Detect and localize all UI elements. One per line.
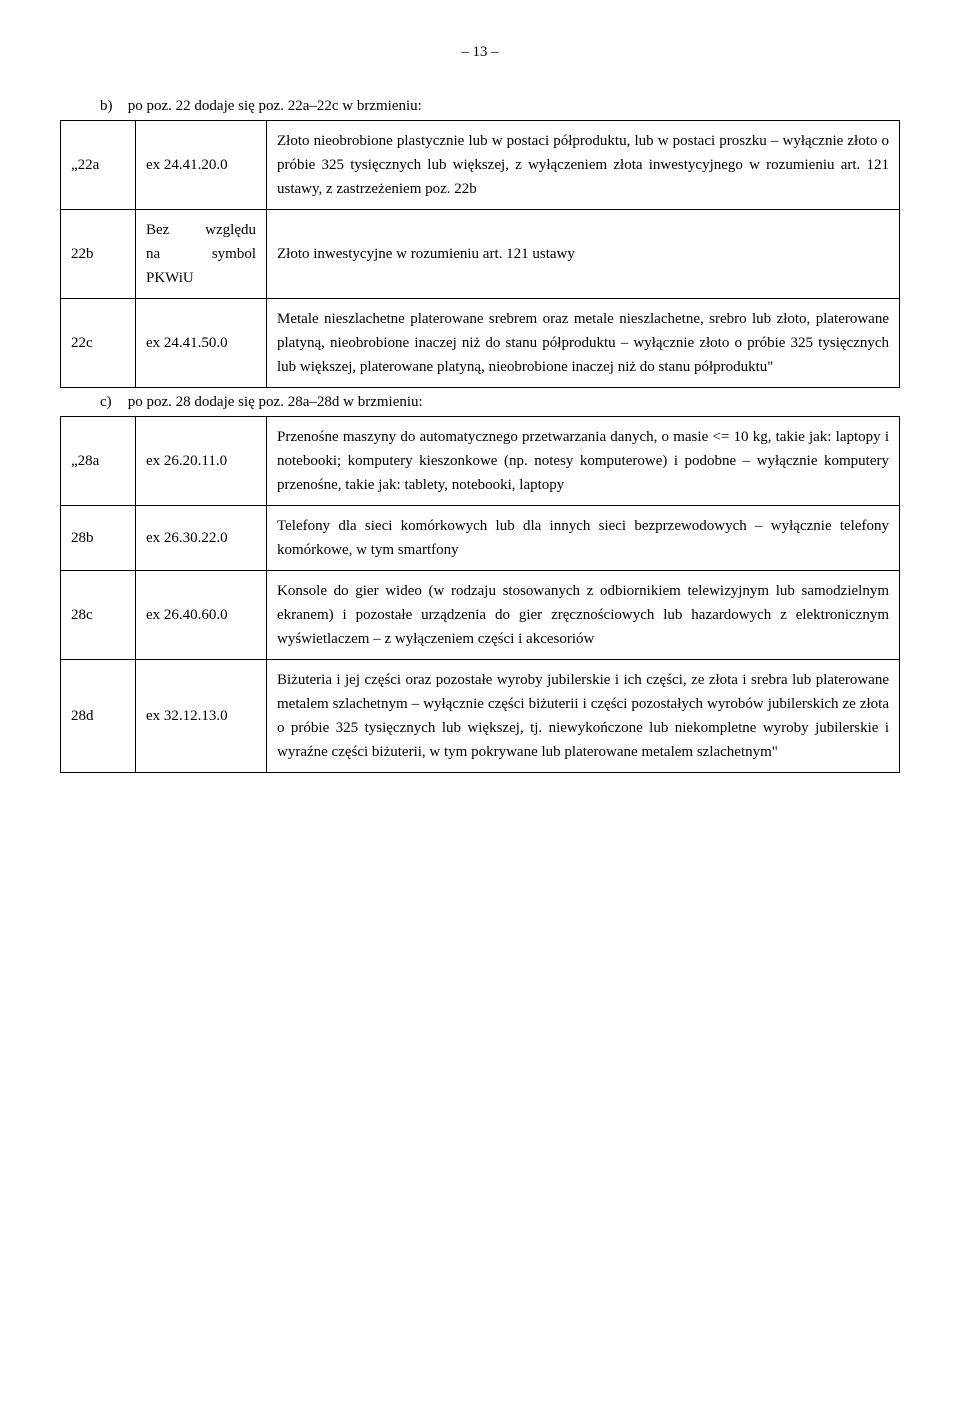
section-b-text: po poz. 22 dodaje się poz. 22a–22c w brz… [128, 98, 422, 114]
table-row: 28d ex 32.12.13.0 Biżuteria i jej części… [61, 660, 900, 773]
cell-desc: Złoto nieobrobione plastycznie lub w pos… [267, 121, 900, 210]
table-row: 28b ex 26.30.22.0 Telefony dla sieci kom… [61, 506, 900, 571]
table-row: 22c ex 24.41.50.0 Metale nieszlachetne p… [61, 299, 900, 388]
cell-desc: Biżuteria i jej części oraz pozostałe wy… [267, 660, 900, 773]
cell-code: „22a [61, 121, 136, 210]
ex-line2-word2: symbol [212, 242, 256, 266]
ex-line1-word1: Bez [146, 218, 169, 242]
cell-code: 22c [61, 299, 136, 388]
cell-ex: Bez względu na symbol PKWiU [136, 210, 267, 299]
cell-code: 28c [61, 571, 136, 660]
page-number: – 13 – [60, 40, 900, 64]
ex-line1-word2: względu [205, 218, 256, 242]
cell-code: 28d [61, 660, 136, 773]
table-row: 22b Bez względu na symbol PKWiU Złoto in… [61, 210, 900, 299]
cell-ex: ex 24.41.50.0 [136, 299, 267, 388]
section-c-intro: c) po poz. 28 dodaje się poz. 28a–28d w … [100, 390, 900, 414]
cell-desc: Przenośne maszyny do automatycznego prze… [267, 417, 900, 506]
table-row: „22a ex 24.41.20.0 Złoto nieobrobione pl… [61, 121, 900, 210]
section-b-label: b) [100, 94, 124, 118]
ex-line2-word1: na [146, 242, 160, 266]
cell-ex: ex 24.41.20.0 [136, 121, 267, 210]
cell-desc: Metale nieszlachetne platerowane srebrem… [267, 299, 900, 388]
cell-desc: Telefony dla sieci komórkowych lub dla i… [267, 506, 900, 571]
table-2: „28a ex 26.20.11.0 Przenośne maszyny do … [60, 416, 900, 773]
cell-desc: Złoto inwestycyjne w rozumieniu art. 121… [267, 210, 900, 299]
ex-line3: PKWiU [146, 266, 256, 290]
section-c-label: c) [100, 390, 124, 414]
table-1: „22a ex 24.41.20.0 Złoto nieobrobione pl… [60, 120, 900, 388]
cell-desc: Konsole do gier wideo (w rodzaju stosowa… [267, 571, 900, 660]
section-b-intro: b) po poz. 22 dodaje się poz. 22a–22c w … [100, 94, 900, 118]
cell-ex: ex 32.12.13.0 [136, 660, 267, 773]
cell-ex: ex 26.20.11.0 [136, 417, 267, 506]
table-row: „28a ex 26.20.11.0 Przenośne maszyny do … [61, 417, 900, 506]
table-row: 28c ex 26.40.60.0 Konsole do gier wideo … [61, 571, 900, 660]
section-c-text: po poz. 28 dodaje się poz. 28a–28d w brz… [128, 394, 423, 410]
cell-code: 28b [61, 506, 136, 571]
cell-code: „28a [61, 417, 136, 506]
cell-ex: ex 26.30.22.0 [136, 506, 267, 571]
cell-code: 22b [61, 210, 136, 299]
cell-ex: ex 26.40.60.0 [136, 571, 267, 660]
